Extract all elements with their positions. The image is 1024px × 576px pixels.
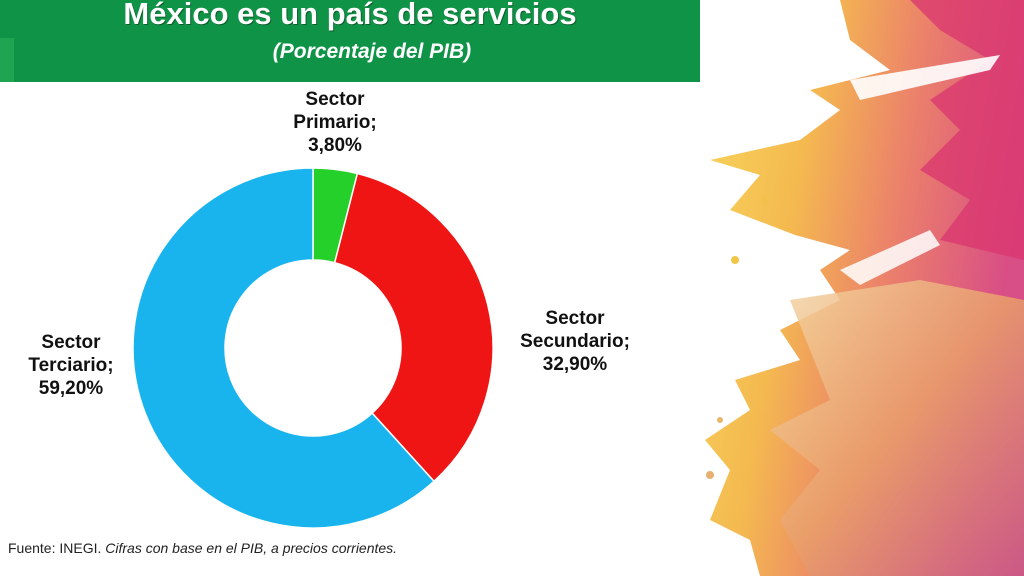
label-line2: Secundario; [520, 331, 630, 352]
label-line1: Sector [545, 308, 605, 329]
label-line1: Sector [41, 332, 101, 353]
label-line2: Terciario; [28, 355, 114, 376]
source-italic: Cifras con base en el PIB, a precios cor… [105, 540, 398, 556]
label-value: 3,80% [308, 135, 362, 156]
data-label-terciario: Sector Terciario; 59,20% [6, 331, 136, 400]
source-prefix: Fuente: INEGI. [8, 540, 102, 556]
label-line2: Primario; [293, 112, 377, 133]
banner-accent [0, 38, 14, 82]
donut-chart [132, 167, 494, 529]
slice-secundario [333, 172, 494, 483]
decorative-paint-splash [705, 0, 1024, 576]
title-banner: México es un país de servicios (Porcenta… [0, 0, 700, 82]
chart-subtitle: (Porcentaje del PIB) [272, 40, 472, 63]
label-value: 59,20% [38, 378, 104, 399]
label-line1: Sector [305, 89, 365, 110]
label-value: 32,90% [542, 354, 608, 375]
source-note: Fuente: INEGI. Cifras con base en el PIB… [8, 540, 397, 556]
chart-title: México es un país de servicios [123, 0, 577, 31]
slice-terciario [132, 167, 436, 529]
data-label-secundario: Sector Secundario; 32,90% [500, 307, 650, 376]
data-label-primario: Sector Primario; 3,80% [270, 88, 400, 157]
